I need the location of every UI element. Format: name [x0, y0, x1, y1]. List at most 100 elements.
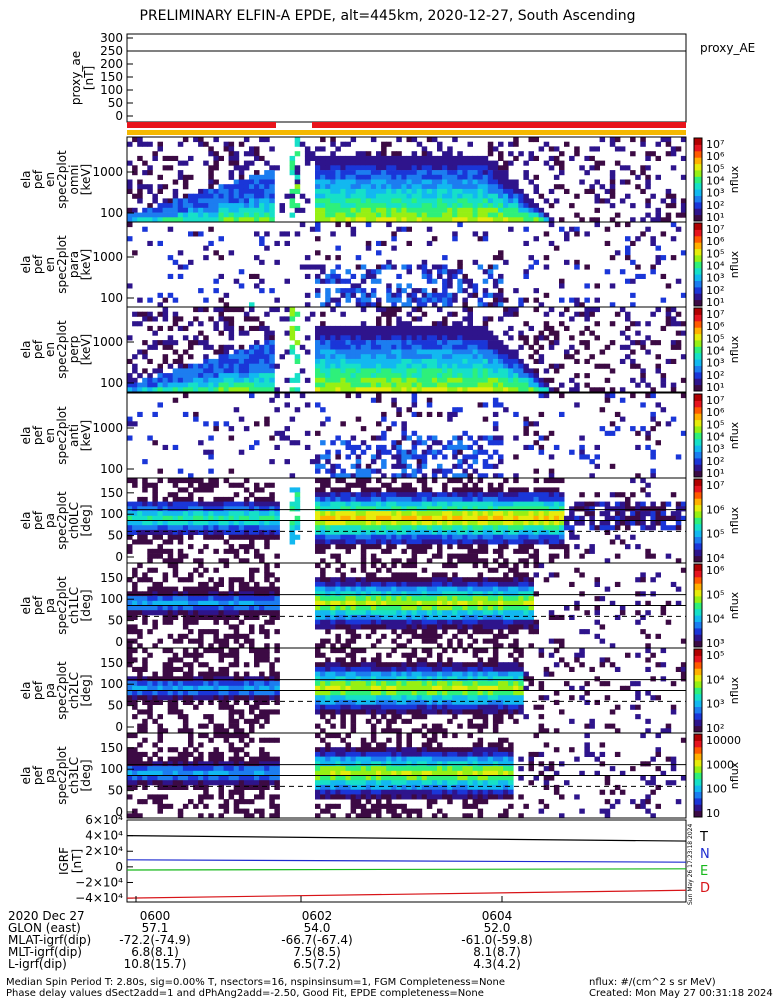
spectrogram-cell — [340, 207, 346, 213]
spectrogram-cell — [391, 207, 397, 213]
spectrogram-cell — [198, 496, 204, 502]
spectrogram-cell — [259, 506, 265, 512]
spectrogram-cell — [625, 496, 631, 502]
spectrogram-cell — [269, 492, 275, 498]
spectrogram-cell — [269, 534, 275, 540]
colorbar-tick-label: 10⁷ — [706, 479, 724, 492]
spectrogram-cell — [477, 501, 484, 507]
spectrogram-cell — [376, 444, 382, 450]
spectrogram-cell — [152, 340, 158, 346]
spectrogram-cell — [543, 292, 550, 298]
spectrogram-cell — [391, 184, 397, 190]
spectrogram-cell — [376, 335, 382, 341]
spectrogram-cell — [574, 501, 580, 507]
spectrogram-cell — [238, 179, 245, 185]
spectrogram-cell — [457, 520, 463, 526]
spectrogram-cell — [218, 529, 224, 535]
spectrogram-cell — [365, 160, 372, 166]
spectrogram-cell — [462, 184, 468, 190]
spectrogram-cell — [411, 330, 418, 336]
spectrogram-cell — [498, 501, 504, 507]
spectrogram-cell — [188, 544, 194, 550]
spectrogram-cell — [360, 302, 367, 308]
spectrogram-cell — [370, 577, 377, 583]
spectrogram-cell — [335, 591, 341, 597]
spectrogram-cell — [243, 534, 250, 540]
spectrogram-cell — [177, 468, 184, 474]
spectrogram-cell — [350, 349, 357, 355]
spectrogram-cell — [396, 354, 402, 360]
spectrogram-cell — [579, 330, 585, 336]
spectrogram-cell — [614, 426, 621, 432]
spectrogram-cell — [269, 165, 275, 171]
spectrogram-cell — [370, 363, 377, 369]
spectrogram-cell — [370, 207, 377, 213]
colorbar-segment — [694, 201, 702, 209]
spectrogram-cell — [655, 402, 661, 408]
spectrogram-cell — [487, 506, 494, 512]
spectrogram-cell — [660, 217, 667, 223]
spectrogram-cell — [137, 610, 143, 616]
spectrogram-cell — [426, 335, 433, 341]
spectrogram-cell — [243, 330, 250, 336]
spectrogram-cell — [477, 478, 484, 484]
spectrogram-cell — [350, 231, 357, 237]
spectrogram-cell — [340, 496, 346, 502]
spectrogram-cell — [660, 373, 667, 379]
spectrogram-cell — [243, 638, 250, 644]
spectrogram-cell — [203, 368, 209, 374]
spectrogram-cell — [157, 363, 163, 369]
spectrogram-cell — [452, 231, 458, 237]
spectrogram-cell — [518, 193, 524, 199]
spectrogram-cell — [365, 520, 372, 526]
spectrogram-cell — [513, 529, 519, 535]
spectrogram-cell — [218, 363, 224, 369]
spectrogram-cell — [330, 605, 336, 611]
spectrogram-cell — [335, 624, 341, 630]
colorbar-tick-label: 10¹ — [706, 296, 724, 309]
spectrogram-cell — [177, 141, 184, 147]
spectrogram-cell — [335, 473, 341, 479]
spectrogram-cell — [457, 387, 463, 393]
spectrogram-cell — [249, 544, 255, 550]
spectrogram-cell — [203, 610, 209, 616]
spectrogram-cell — [447, 155, 453, 161]
spectrogram-cell — [680, 174, 687, 180]
spectrogram-cell — [376, 278, 382, 284]
spectrogram-cell — [320, 492, 326, 498]
spectrogram-cell — [243, 614, 250, 620]
spectrogram-cell — [584, 283, 590, 289]
spectrogram-cell — [208, 151, 214, 157]
spectrogram-cell — [228, 363, 235, 369]
spectrogram-cell — [467, 478, 473, 484]
spectrogram-cell — [426, 506, 433, 512]
spectrogram-cell — [177, 250, 184, 256]
spectrogram-cell — [335, 525, 341, 531]
spectrogram-cell — [127, 222, 133, 228]
spectrogram-cell — [188, 619, 194, 625]
spectrogram-cell — [655, 421, 661, 427]
spectrogram-cell — [157, 506, 163, 512]
spectrogram-cell — [665, 316, 672, 322]
spectrogram-cell — [233, 633, 240, 639]
spectrogram-cell — [376, 151, 382, 157]
spectrogram-cell — [137, 193, 143, 199]
spectrogram-cell — [142, 520, 148, 526]
spectrogram-cell — [345, 539, 351, 545]
spectrogram-cell — [345, 473, 351, 479]
spectrogram-cell — [249, 572, 255, 578]
spectrogram-cell — [447, 193, 453, 199]
spectrogram-cell — [386, 325, 392, 331]
spectrogram-cell — [335, 174, 341, 180]
spectrogram-cell — [498, 534, 504, 540]
spectrogram-cell — [177, 553, 184, 559]
spectrogram-cell — [315, 520, 321, 526]
spectrogram-cell — [477, 174, 484, 180]
spectrogram-cell — [508, 358, 514, 364]
colorbar-tick-label: 10⁷ — [706, 394, 724, 407]
spectrogram-cell — [264, 311, 270, 317]
spectrogram-cell — [238, 174, 245, 180]
spectrogram-cell — [208, 373, 214, 379]
spectrogram-cell — [401, 586, 407, 592]
spectrogram-cell — [325, 170, 331, 176]
